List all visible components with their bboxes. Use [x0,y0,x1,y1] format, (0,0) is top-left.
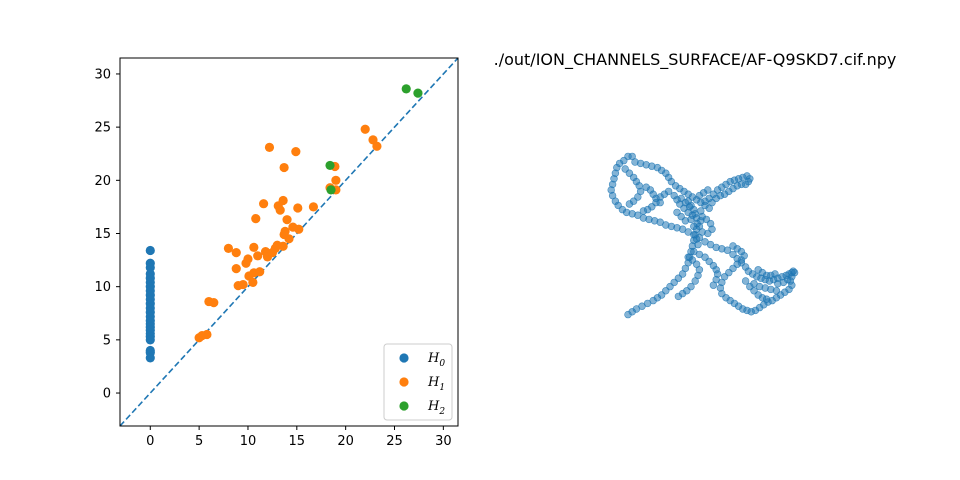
series-1-point [223,243,234,253]
series-1-point [243,254,253,264]
x-tick-label: 5 [195,434,203,449]
cloud-point [741,277,750,285]
cloud-point [708,198,716,207]
series-1-point [255,267,265,277]
cloud-point [656,193,664,201]
legend-marker [399,377,409,387]
x-tick-label: 10 [240,434,257,449]
series-1-point [275,205,285,215]
legend-marker [399,353,409,363]
series-1-point [202,329,212,340]
y-tick-label: 25 [94,121,111,136]
cloud-point [786,277,795,285]
series-1-point [279,162,289,173]
legend-marker [399,401,409,411]
cloud-point [771,270,779,278]
cloud-point [772,287,781,295]
x-tick-label: 20 [337,434,354,449]
series-0-point [145,245,155,256]
cloud-point [639,207,648,215]
legend-label-name: H [427,399,440,414]
legend-label-name: H [427,351,440,366]
y-tick-label: 15 [94,227,111,242]
series-1-point [209,298,219,308]
cloud-point [704,186,712,194]
y-tick-label: 30 [94,67,111,82]
y-tick-label: 20 [94,174,111,189]
cloud-point [687,215,695,224]
series-1-point [284,234,294,244]
legend-label: H0 [427,351,445,369]
series-1-point [294,224,304,234]
series-1-point [282,215,292,225]
cloud-point [762,295,771,303]
legend-label-subscript: 1 [439,383,445,393]
series-1-point [331,175,341,185]
x-tick-label: 15 [289,434,306,449]
series-1-point [238,279,248,290]
y-tick-label: 10 [94,280,111,295]
series-2-point [401,84,411,94]
series-1-point [308,202,319,212]
legend-label: H1 [427,375,445,393]
x-tick-label: 25 [386,434,403,449]
series-1-point [372,141,382,151]
legend-label-subscript: 2 [438,407,445,417]
cloud-point [774,280,782,288]
series-2-point [325,160,335,171]
cloud-point [625,200,634,208]
series-1-point [291,146,301,157]
legend-box [383,343,453,421]
series-1-point [253,251,263,261]
y-tick-label: 0 [103,387,111,402]
series-1-point [248,277,258,288]
series-1-point [278,195,288,206]
series-2-point [413,88,423,98]
series-1-point [293,203,303,213]
series-1-point [231,263,241,274]
cloud-point [624,310,632,319]
cloud-point [685,203,694,211]
series-2-point [326,185,336,195]
point-cloud-points [607,152,799,319]
cloud-point [691,277,699,285]
series-1-point [278,241,288,251]
series-1-point [249,242,259,252]
y-tick-label: 5 [103,333,111,348]
series-0-point [145,262,155,273]
diagonal-line [119,57,459,427]
series-0-point [145,335,155,345]
legend-label-subscript: 0 [439,359,445,369]
legend-label: H2 [427,399,445,417]
x-tick-label: 0 [146,434,154,449]
cloud-point [702,215,711,224]
point-cloud-plot: ./out/ION_CHANNELS_SURFACE/AF-Q9SKD7.cif… [494,50,897,319]
series-1-point [251,214,261,224]
point-cloud-title: ./out/ION_CHANNELS_SURFACE/AF-Q9SKD7.cif… [494,50,897,70]
series-1-point [231,248,241,258]
x-tick-label: 30 [435,434,452,449]
series-1-point [264,142,275,152]
persistence-points [119,57,459,427]
series-1-point [360,124,370,134]
cloud-point [723,246,732,254]
cloud-point [674,292,683,301]
cloud-point [690,222,698,231]
series-1-point [280,226,290,236]
plot-frame [119,57,459,427]
series-0-point [145,353,155,363]
series-1-point [259,199,269,209]
cloud-point [709,281,718,289]
legend-label-name: H [427,375,440,390]
